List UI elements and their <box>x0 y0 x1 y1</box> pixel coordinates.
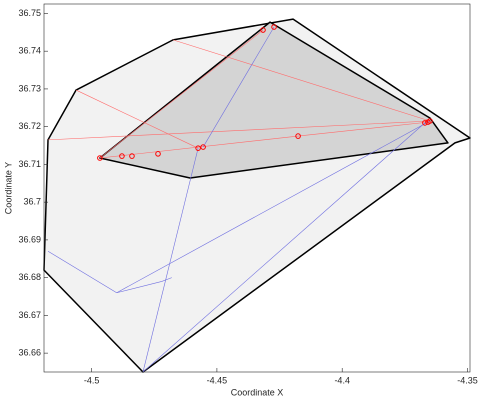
track <box>47 120 430 141</box>
y-tick-label: 36.69 <box>18 234 41 244</box>
x-tick-label: -4.35 <box>457 375 478 385</box>
plot-frame <box>43 3 471 373</box>
point <box>271 24 277 30</box>
y-tick-label: 36.71 <box>18 159 41 169</box>
x-axis-label: Coordinate X <box>231 387 284 397</box>
y-axis-label: Coordinate Y <box>3 162 13 214</box>
track <box>116 120 431 294</box>
point <box>422 120 428 126</box>
x-tick-label: -4.5 <box>84 375 100 385</box>
y-tick-label: 36.7 <box>23 197 41 207</box>
point <box>200 144 206 150</box>
hull <box>99 21 449 179</box>
track <box>172 39 430 122</box>
point <box>155 151 161 157</box>
track <box>202 26 275 148</box>
point <box>129 153 135 159</box>
point <box>295 133 301 139</box>
y-tick-label: 36.66 <box>18 348 41 358</box>
y-tick-label: 36.67 <box>18 310 41 320</box>
track <box>99 29 264 159</box>
track <box>142 122 426 373</box>
point <box>427 118 433 124</box>
y-tick-label: 36.74 <box>18 46 41 56</box>
point <box>195 145 201 151</box>
point <box>119 153 125 159</box>
y-tick-label: 36.68 <box>18 272 41 282</box>
point <box>97 155 103 161</box>
x-tick-label: -4.45 <box>207 375 228 385</box>
x-tick-label: -4.4 <box>334 375 350 385</box>
track <box>142 148 199 373</box>
y-tick-label: 36.72 <box>18 121 41 131</box>
y-tick-label: 36.75 <box>18 8 41 18</box>
y-tick-label: 36.73 <box>18 83 41 93</box>
track <box>47 250 172 294</box>
track <box>75 89 199 149</box>
point <box>260 27 266 33</box>
track <box>99 121 428 159</box>
